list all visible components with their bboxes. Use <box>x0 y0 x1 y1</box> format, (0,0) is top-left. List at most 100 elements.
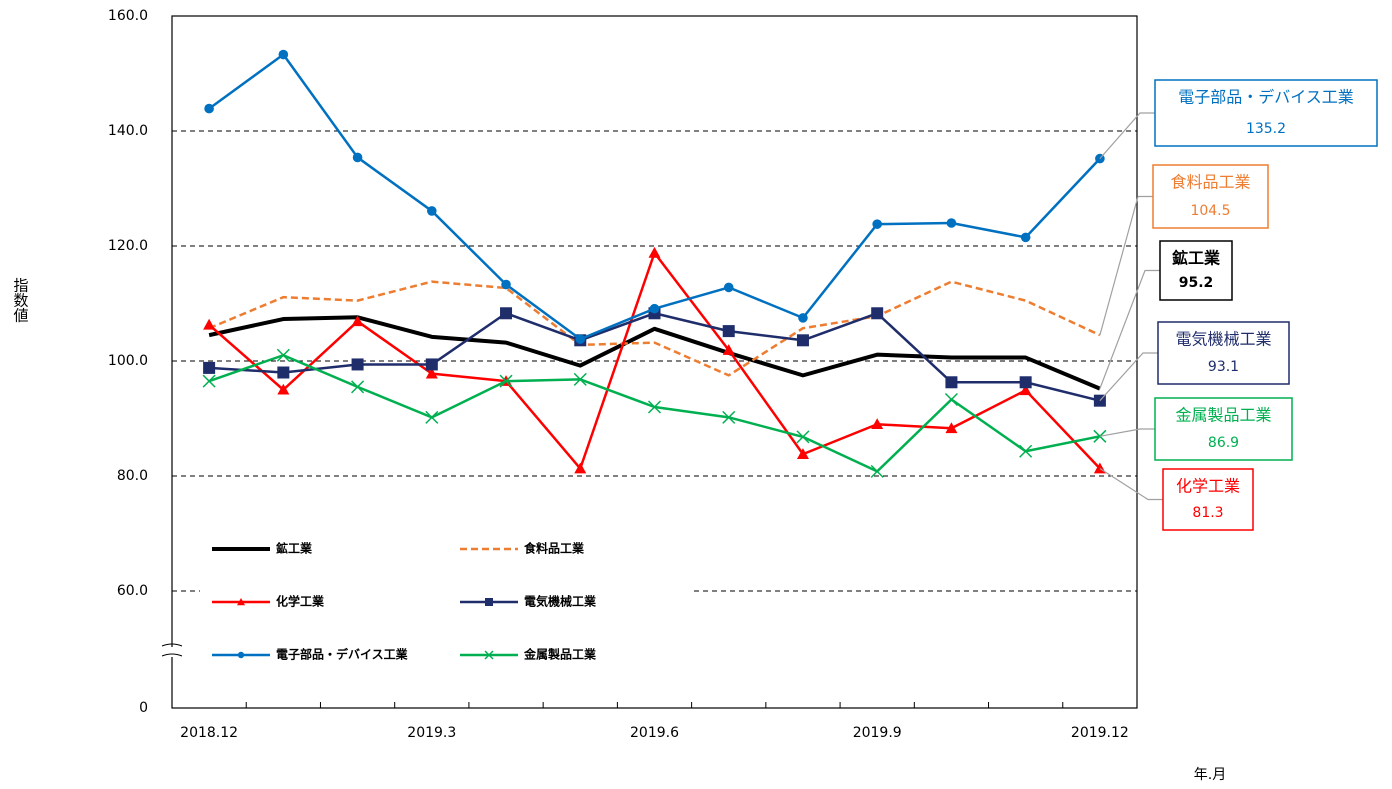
series-line <box>208 53 1101 341</box>
callout-leader <box>1099 195 1153 336</box>
marker <box>872 219 882 229</box>
callout-name: 電気機械工業 <box>1175 330 1271 349</box>
marker <box>352 152 363 163</box>
y-tick-label: 120.0 <box>108 238 148 254</box>
marker <box>351 380 365 394</box>
marker <box>237 598 245 606</box>
marker <box>1093 429 1107 443</box>
marker <box>1019 376 1032 389</box>
marker <box>796 448 809 459</box>
marker <box>425 410 439 424</box>
callout-box <box>1162 468 1254 531</box>
y-axis-label: 指数値 <box>12 278 30 323</box>
marker <box>278 49 289 60</box>
marker <box>722 325 735 338</box>
marker <box>574 462 587 474</box>
axis-break-mark <box>161 643 183 657</box>
legend-box <box>200 525 692 680</box>
marker <box>796 430 810 444</box>
callout-box <box>1159 240 1233 301</box>
callout-box <box>1152 164 1269 229</box>
marker <box>237 651 245 659</box>
callout-value: 93.1 <box>1208 359 1239 375</box>
callout-box <box>1154 79 1378 147</box>
series-line <box>208 315 1101 391</box>
marker <box>485 598 493 606</box>
marker <box>796 334 809 347</box>
marker <box>722 410 736 424</box>
marker <box>425 358 438 371</box>
marker <box>277 383 290 395</box>
marker <box>203 318 216 330</box>
marker <box>575 334 586 344</box>
callout-box <box>1157 321 1290 385</box>
y-tick-label: 140.0 <box>108 123 148 139</box>
legend-label: 電子部品・デバイス工業 <box>276 647 409 662</box>
callout-leader <box>1099 428 1155 437</box>
marker <box>1020 232 1031 243</box>
x-tick-label: 2019.3 <box>407 725 456 741</box>
marker <box>203 361 216 374</box>
callout-leader <box>1099 269 1160 389</box>
callout-name: 電子部品・デバイス工業 <box>1178 88 1354 107</box>
callout-value: 104.5 <box>1190 203 1230 219</box>
y-tick-label: 80.0 <box>117 468 148 484</box>
callout-name: 鉱工業 <box>1172 249 1221 268</box>
marker <box>723 282 734 293</box>
marker <box>425 367 438 379</box>
legend-label: 鉱工業 <box>276 541 313 556</box>
callout-value: 95.2 <box>1179 275 1214 291</box>
marker <box>944 392 958 407</box>
marker <box>798 313 808 323</box>
marker <box>1019 444 1033 458</box>
marker <box>573 372 587 386</box>
x-tick-label: 2019.6 <box>630 725 679 741</box>
callout-leader <box>1099 112 1155 159</box>
marker <box>500 307 513 320</box>
marker <box>351 358 364 371</box>
marker <box>871 418 884 430</box>
marker <box>427 206 437 216</box>
series-line <box>208 280 1101 377</box>
callout-value: 81.3 <box>1192 505 1223 521</box>
x-tick-label: 2019.9 <box>853 725 902 741</box>
callout-value: 135.2 <box>1246 121 1286 137</box>
callout-name: 化学工業 <box>1176 477 1240 496</box>
marker <box>484 650 494 660</box>
x-tick-label: 2018.12 <box>180 725 238 741</box>
marker <box>870 464 884 478</box>
marker <box>499 374 513 388</box>
callout-value: 86.9 <box>1208 435 1239 451</box>
marker <box>945 376 958 389</box>
marker <box>945 422 958 434</box>
marker <box>649 303 660 314</box>
x-tick-label: 2019.12 <box>1071 725 1129 741</box>
legend-label: 金属製品工業 <box>523 647 597 662</box>
series-line <box>208 354 1101 473</box>
marker <box>1019 384 1032 396</box>
axis-break-gap <box>164 647 180 657</box>
marker <box>202 374 216 388</box>
marker <box>871 307 884 320</box>
y-tick-label: 60.0 <box>117 583 148 599</box>
callout-leader <box>1099 468 1163 501</box>
marker <box>647 400 662 414</box>
legend-label: 食料品工業 <box>523 541 585 556</box>
marker <box>946 218 957 228</box>
marker <box>351 315 364 327</box>
callout-name: 金属製品工業 <box>1175 406 1271 425</box>
marker <box>501 279 511 290</box>
plot-frame <box>171 15 1138 709</box>
marker <box>722 344 735 355</box>
y-tick-label: 100.0 <box>108 353 148 369</box>
y-tick-label: 160.0 <box>108 8 148 24</box>
marker <box>648 246 661 258</box>
legend-label: 化学工業 <box>276 594 325 609</box>
marker <box>204 103 214 114</box>
callout-leader <box>1099 352 1158 402</box>
marker <box>277 366 290 379</box>
x-axis-label: 年.月 <box>1194 767 1226 783</box>
y-tick-label: 0 <box>139 700 148 716</box>
legend-label: 電気機械工業 <box>524 594 597 609</box>
